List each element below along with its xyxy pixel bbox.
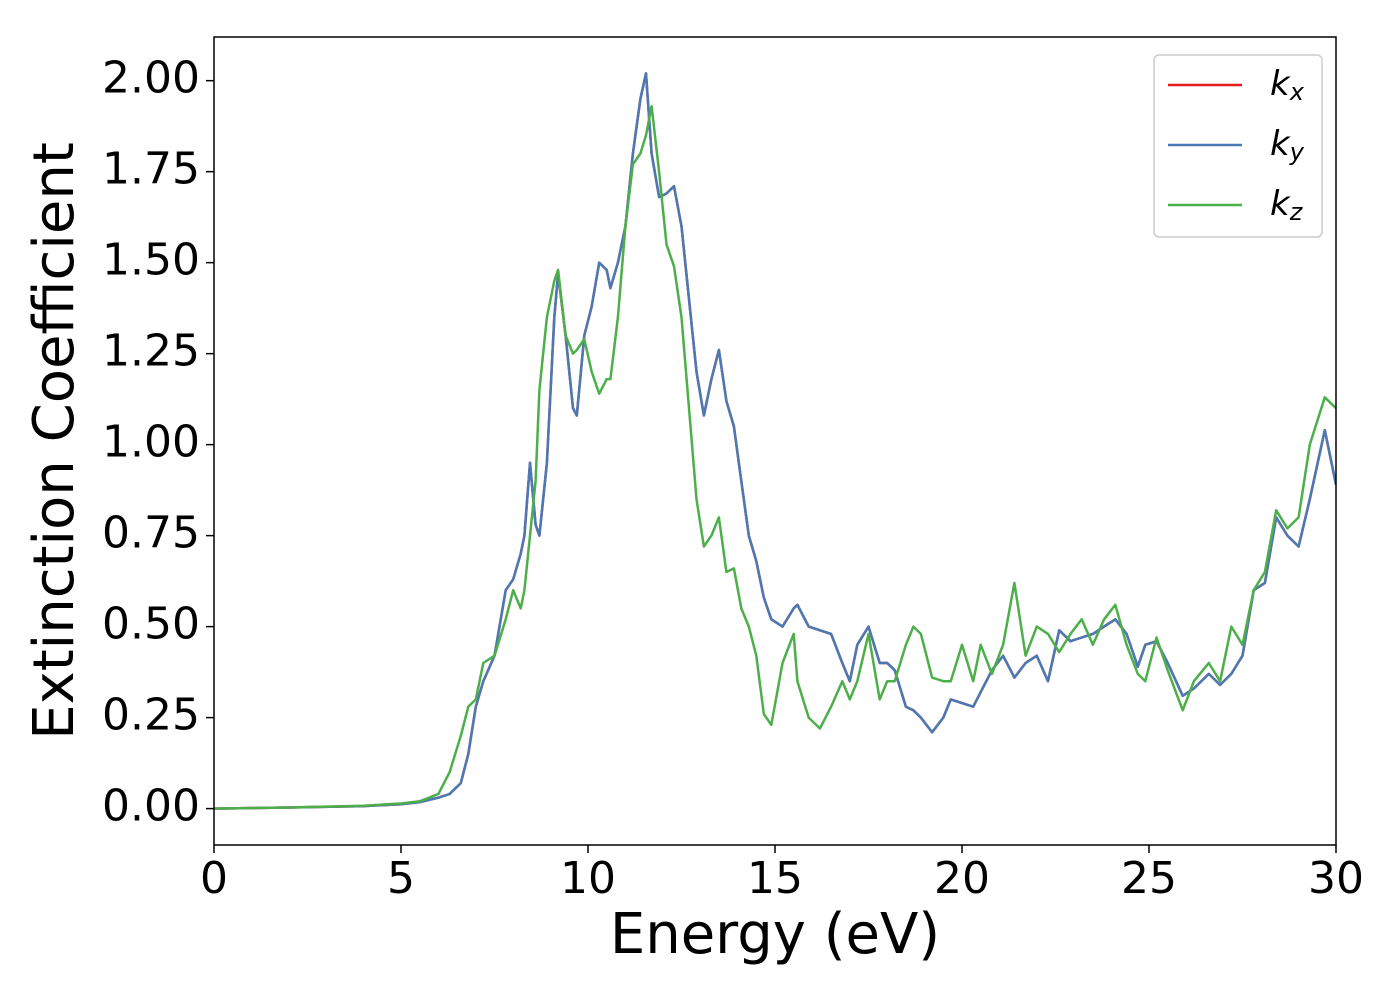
y-tick-label: 1.50 — [102, 235, 200, 286]
y-tick-label: 2.00 — [102, 53, 200, 104]
legend-label: ky — [1270, 124, 1305, 167]
series-line — [214, 104, 1336, 810]
series-line-group — [214, 72, 1336, 810]
legend-label: kz — [1270, 184, 1304, 227]
x-tick-label: 30 — [1308, 853, 1364, 904]
x-tick-label: 5 — [387, 853, 415, 904]
y-tick-label: 0.75 — [102, 508, 200, 559]
series-line — [214, 72, 1336, 810]
x-axis-label: Energy (eV) — [610, 902, 940, 967]
y-tick-label: 0.50 — [102, 599, 200, 650]
series-line-group — [214, 104, 1336, 810]
x-tick-label: 10 — [560, 853, 616, 904]
x-tick-label: 25 — [1121, 853, 1177, 904]
y-tick-label: 1.00 — [102, 417, 200, 468]
y-axis-label: Extinction Coefficient — [22, 142, 87, 740]
y-tick-label: 0.00 — [102, 781, 200, 832]
x-tick-label: 15 — [747, 853, 803, 904]
y-tick-label: 0.25 — [102, 690, 200, 741]
y-tick-label: 1.75 — [102, 144, 200, 195]
plot-frame — [213, 36, 1337, 846]
legend-label: kx — [1270, 64, 1305, 107]
y-tick-label: 1.25 — [102, 326, 200, 377]
x-tick-label: 20 — [934, 853, 990, 904]
x-tick-label: 0 — [200, 853, 228, 904]
